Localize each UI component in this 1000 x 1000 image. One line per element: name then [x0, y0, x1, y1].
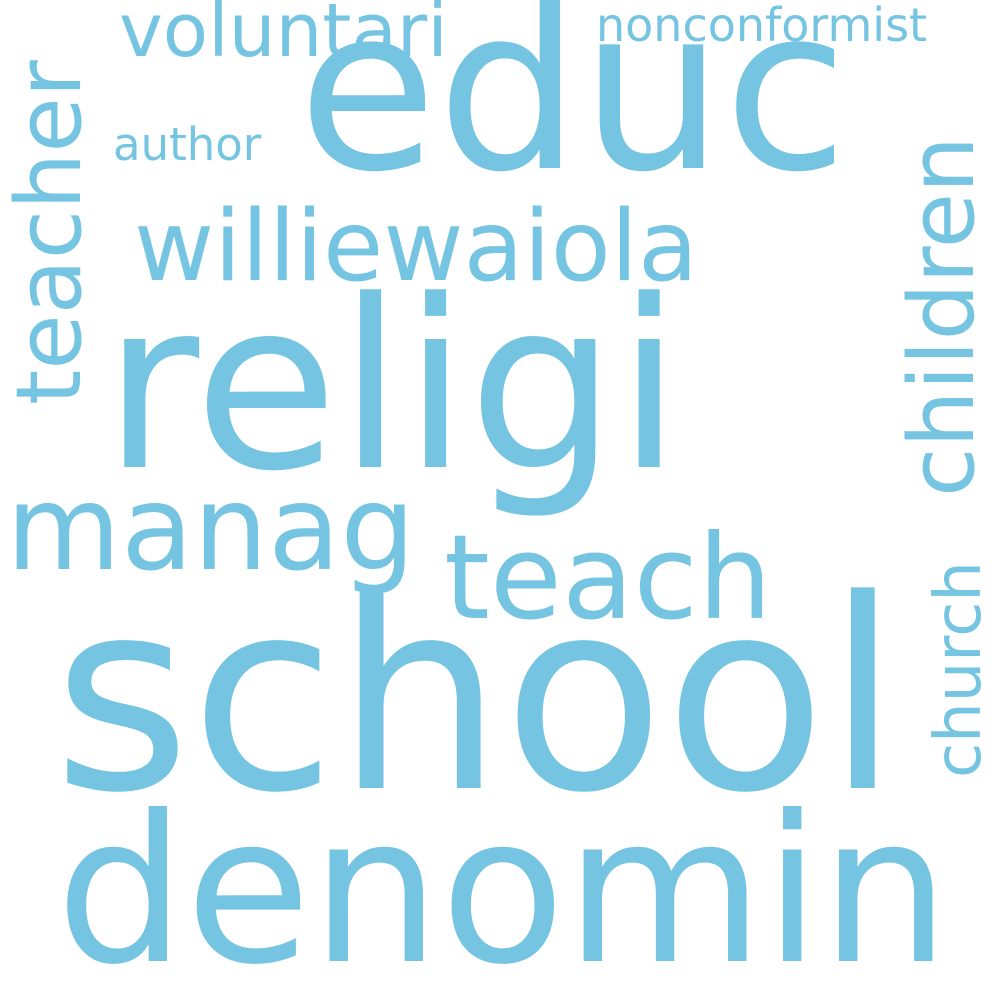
- word-denomin: denomin: [56, 773, 950, 1000]
- word-nonconformist: nonconformist: [596, 0, 928, 52]
- word-author: author: [113, 118, 262, 171]
- word-voluntari: voluntari: [119, 0, 448, 74]
- word-educ: educ: [298, 0, 848, 222]
- word-religi: religi: [103, 251, 682, 523]
- word-teach: teach: [444, 509, 773, 646]
- word-manag: manag: [6, 459, 416, 597]
- word-teacher: teacher: [0, 60, 102, 405]
- word-church: church: [922, 561, 996, 778]
- word-school: school: [53, 544, 900, 851]
- word-williewaiola: williewaiola: [134, 190, 699, 304]
- word-children: children: [890, 135, 995, 497]
